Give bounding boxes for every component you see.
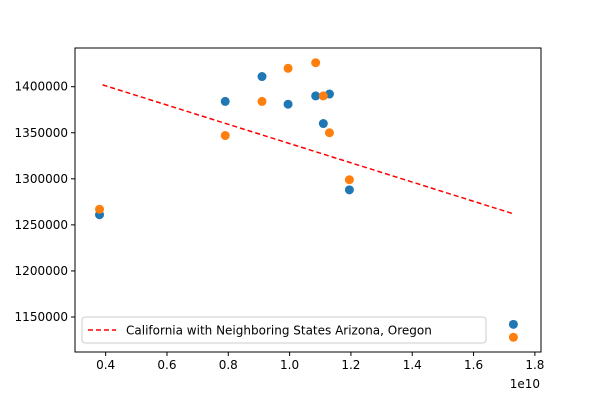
- scatter-point-series-2: [318, 91, 328, 101]
- scatter-point-series-1: [318, 119, 328, 129]
- y-tick-label: 1250000: [15, 218, 68, 232]
- plot-area-frame: [74, 47, 542, 353]
- y-tick-label: 1200000: [15, 264, 68, 278]
- scatter-point-series-1: [257, 72, 267, 82]
- scatter-point-series-2: [324, 128, 334, 138]
- x-tick-label: 0.8: [219, 358, 238, 372]
- x-tick-label: 0.6: [157, 358, 176, 372]
- y-tick-label: 1350000: [15, 126, 68, 140]
- scatter-point-series-2: [283, 63, 293, 73]
- scatter-point-series-2: [95, 204, 105, 214]
- scatter-point-series-2: [344, 175, 354, 185]
- x-tick-label: 1.6: [464, 358, 483, 372]
- scatter-point-series-2: [508, 332, 518, 342]
- x-tick-label: 1.0: [280, 358, 299, 372]
- scatter-point-series-1: [508, 319, 518, 329]
- x-tick-label: 1.8: [525, 358, 544, 372]
- x-axis-offset-label: 1e10: [510, 377, 540, 391]
- y-tick-label: 1400000: [15, 80, 68, 94]
- legend: California with Neighboring States Arizo…: [81, 316, 487, 344]
- scatter-point-series-1: [220, 96, 230, 106]
- scatter-point-series-1: [311, 91, 321, 101]
- scatter-point-series-2: [257, 96, 267, 106]
- x-tick-label: 0.4: [96, 358, 115, 372]
- scatter-point-series-2: [220, 131, 230, 141]
- scatter-point-series-2: [311, 58, 321, 68]
- x-tick-label: 1.4: [403, 358, 422, 372]
- legend-entry-label: California with Neighboring States Arizo…: [126, 324, 432, 338]
- x-tick-label: 1.2: [341, 358, 360, 372]
- legend-box: [81, 316, 487, 344]
- y-tick-label: 1150000: [15, 310, 68, 324]
- scatter-point-series-1: [283, 99, 293, 109]
- y-tick-label: 1300000: [15, 172, 68, 186]
- scatter-point-series-1: [344, 185, 354, 195]
